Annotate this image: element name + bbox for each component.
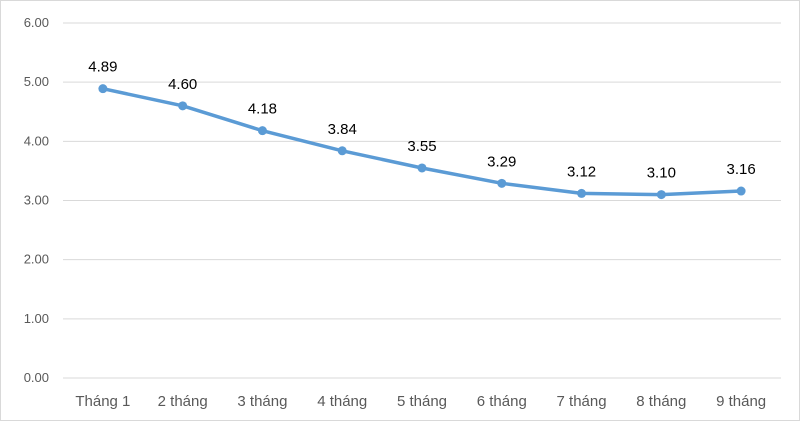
data-label: 4.89 — [88, 59, 117, 76]
x-tick-label: 9 tháng — [716, 393, 766, 410]
x-tick-label: Tháng 1 — [75, 393, 130, 410]
y-tick-label: 3.00 — [24, 193, 49, 208]
data-point — [178, 101, 188, 111]
y-tick-label: 4.00 — [24, 133, 49, 148]
data-labels: 4.89 4.60 4.18 3.84 3.55 3.29 3.12 3.10 3.16 — [88, 59, 755, 182]
data-label: 3.12 — [567, 163, 596, 180]
data-label: 3.10 — [647, 165, 676, 182]
x-tick-label: 5 tháng — [397, 393, 447, 410]
y-tick-label: 6.00 — [24, 15, 49, 30]
data-label: 3.84 — [328, 121, 357, 138]
x-tick-label: 2 tháng — [158, 393, 208, 410]
series — [98, 84, 746, 200]
data-point — [417, 163, 427, 173]
x-tick-label: 7 tháng — [557, 393, 607, 410]
data-label: 3.55 — [407, 138, 436, 155]
data-point — [577, 188, 587, 198]
x-tick-label: 6 tháng — [477, 393, 527, 410]
data-label: 4.18 — [248, 101, 277, 118]
data-point — [736, 186, 746, 196]
data-point — [257, 126, 267, 136]
y-tick-label: 5.00 — [24, 74, 49, 89]
data-point — [98, 84, 108, 94]
gridlines — [63, 22, 781, 379]
x-axis-ticks: Tháng 1 2 tháng 3 tháng 4 tháng 5 tháng 6 thá… — [75, 393, 766, 410]
data-point — [656, 190, 666, 200]
y-axis-ticks: 0.00 1.00 2.00 3.00 4.00 5.00 6.00 — [24, 15, 49, 385]
y-tick-label: 0.00 — [24, 370, 49, 385]
x-tick-label: 8 tháng — [636, 393, 686, 410]
x-tick-label: 3 tháng — [237, 393, 287, 410]
y-tick-label: 2.00 — [24, 252, 49, 267]
data-label: 4.60 — [168, 76, 197, 93]
y-tick-label: 1.00 — [24, 311, 49, 326]
data-point — [497, 178, 507, 188]
data-label: 3.29 — [487, 153, 516, 170]
data-point — [337, 146, 347, 156]
x-tick-label: 4 tháng — [317, 393, 367, 410]
data-label: 3.16 — [727, 161, 756, 178]
